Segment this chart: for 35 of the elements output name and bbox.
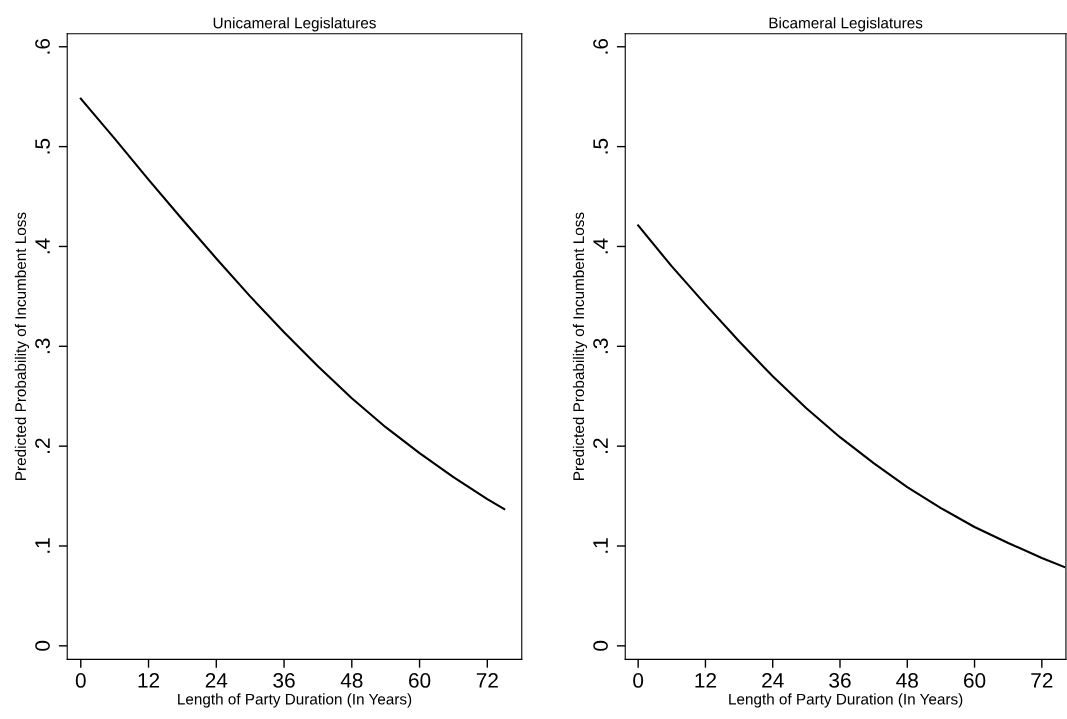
x-tick-label: 36: [273, 673, 295, 688]
y-tick-label: .6: [593, 39, 608, 54]
x-axis-title: Length of Party Duration (In Years): [178, 693, 412, 708]
x-tick-label: 24: [762, 673, 784, 688]
y-tick-label: 0: [35, 640, 50, 651]
x-tick-label: 60: [964, 673, 986, 688]
y-axis-title: Predicted Probability of Incumbent Loss: [14, 212, 30, 480]
x-tick-label: 48: [896, 673, 918, 688]
x-tick-label: 12: [695, 673, 716, 688]
y-tick-label: .4: [35, 238, 50, 254]
chart-title: Unicameral Legislatures: [213, 17, 376, 32]
x-tick-label: 72: [1031, 673, 1053, 688]
x-tick-label: 12: [138, 673, 160, 688]
chart-title: Bicameral Legislatures: [769, 17, 923, 32]
y-tick-label: .2: [593, 438, 608, 453]
y-tick-label: .1: [593, 538, 608, 553]
line-series: [79, 97, 506, 511]
y-tick-label: .1: [35, 538, 50, 553]
y-tick-label: .4: [593, 238, 608, 254]
y-tick-label: 0: [593, 640, 608, 651]
y-tick-label: .5: [593, 138, 608, 154]
x-axis-title: Length of Party Duration (In Years): [729, 693, 963, 708]
y-tick-label: .3: [35, 338, 50, 354]
x-tick-label: 60: [409, 673, 431, 688]
x-tick-label: 36: [829, 673, 851, 688]
y-tick-label: .3: [593, 338, 608, 354]
y-tick-label: .6: [35, 39, 50, 54]
x-tick-label: 0: [75, 673, 86, 688]
x-tick-label: 24: [205, 673, 228, 688]
x-tick-label: 48: [340, 673, 363, 688]
x-tick-label: 0: [633, 673, 644, 688]
y-tick-label: .5: [35, 138, 50, 154]
x-tick-label: 72: [476, 673, 498, 688]
y-tick-label: .2: [35, 438, 50, 453]
y-axis-title: Predicted Probability of Incumbent Loss: [572, 212, 588, 480]
